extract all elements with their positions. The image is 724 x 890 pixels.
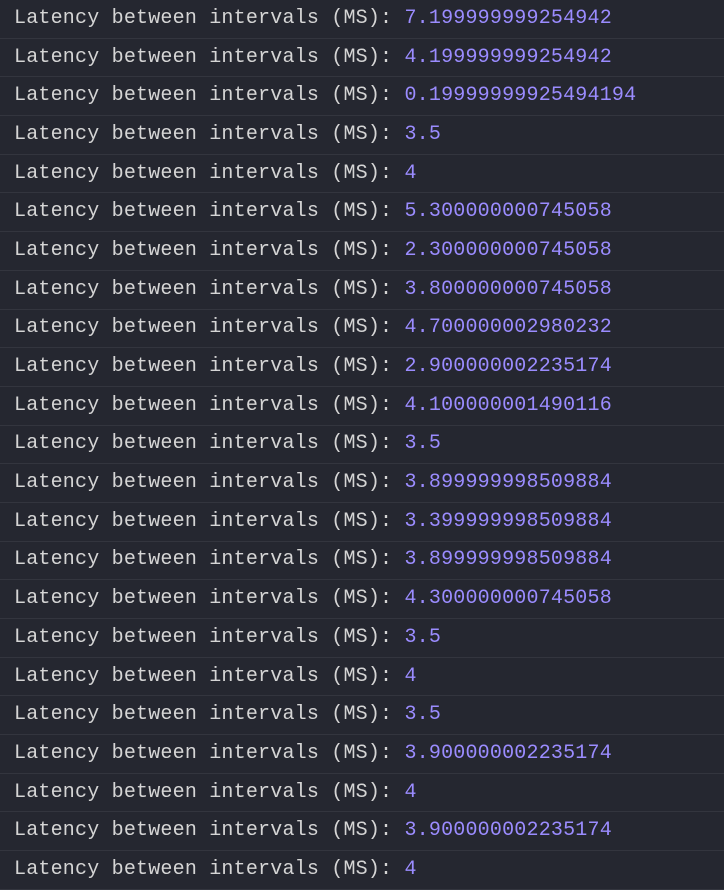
log-label: Latency between intervals (MS): [14,473,404,493]
log-value: 3.900000002235174 [404,821,611,841]
console-log-row[interactable]: Latency between intervals (MS): 2.900000… [0,348,724,387]
log-value: 3.5 [404,628,441,648]
log-label: Latency between intervals (MS): [14,821,404,841]
log-label: Latency between intervals (MS): [14,125,404,145]
log-label: Latency between intervals (MS): [14,357,404,377]
console-log-row[interactable]: Latency between intervals (MS): 3.900000… [0,812,724,851]
log-label: Latency between intervals (MS): [14,164,404,184]
console-log-row[interactable]: Latency between intervals (MS): 3.5 [0,426,724,465]
log-value: 5.300000000745058 [404,202,611,222]
console-log-row[interactable]: Latency between intervals (MS): 2.300000… [0,232,724,271]
log-label: Latency between intervals (MS): [14,202,404,222]
log-value: 3.5 [404,434,441,454]
console-log-row[interactable]: Latency between intervals (MS): 4 [0,658,724,697]
log-label: Latency between intervals (MS): [14,550,404,570]
log-value: 3.5 [404,125,441,145]
log-value: 0.19999999925494194 [404,86,636,106]
log-label: Latency between intervals (MS): [14,9,404,29]
console-log-row[interactable]: Latency between intervals (MS): 4 [0,774,724,813]
log-label: Latency between intervals (MS): [14,396,404,416]
log-value: 3.5 [404,705,441,725]
log-value: 4 [404,667,416,687]
console-log-row[interactable]: Latency between intervals (MS): 4.199999… [0,39,724,78]
console-log-row[interactable]: Latency between intervals (MS): 4 [0,851,724,890]
console-log-row[interactable]: Latency between intervals (MS): 5.300000… [0,193,724,232]
log-label: Latency between intervals (MS): [14,783,404,803]
console-log-row[interactable]: Latency between intervals (MS): 7.199999… [0,0,724,39]
console-log-row[interactable]: Latency between intervals (MS): 4.300000… [0,580,724,619]
console-log-row[interactable]: Latency between intervals (MS): 3.899999… [0,464,724,503]
log-value: 3.800000000745058 [404,280,611,300]
log-value: 4.300000000745058 [404,589,611,609]
console-log-row[interactable]: Latency between intervals (MS): 4.700000… [0,310,724,349]
log-value: 4 [404,164,416,184]
console-log-row[interactable]: Latency between intervals (MS): 3.5 [0,116,724,155]
log-value: 3.899999998509884 [404,473,611,493]
log-value: 3.399999998509884 [404,512,611,532]
log-label: Latency between intervals (MS): [14,589,404,609]
log-value: 3.899999998509884 [404,550,611,570]
log-label: Latency between intervals (MS): [14,241,404,261]
console-log-list: Latency between intervals (MS): 7.199999… [0,0,724,890]
console-log-row[interactable]: Latency between intervals (MS): 3.900000… [0,735,724,774]
log-value: 2.300000000745058 [404,241,611,261]
log-value: 4.100000001490116 [404,396,611,416]
console-log-row[interactable]: Latency between intervals (MS): 3.5 [0,696,724,735]
log-label: Latency between intervals (MS): [14,744,404,764]
log-label: Latency between intervals (MS): [14,48,404,68]
console-log-row[interactable]: Latency between intervals (MS): 3.399999… [0,503,724,542]
log-label: Latency between intervals (MS): [14,667,404,687]
log-label: Latency between intervals (MS): [14,86,404,106]
log-label: Latency between intervals (MS): [14,512,404,532]
console-log-row[interactable]: Latency between intervals (MS): 3.5 [0,619,724,658]
log-label: Latency between intervals (MS): [14,434,404,454]
log-value: 4 [404,783,416,803]
console-log-row[interactable]: Latency between intervals (MS): 4 [0,155,724,194]
log-value: 4.700000002980232 [404,318,611,338]
log-value: 4.199999999254942 [404,48,611,68]
log-label: Latency between intervals (MS): [14,860,404,880]
log-value: 3.900000002235174 [404,744,611,764]
log-value: 7.199999999254942 [404,9,611,29]
console-log-row[interactable]: Latency between intervals (MS): 3.800000… [0,271,724,310]
log-label: Latency between intervals (MS): [14,280,404,300]
log-value: 4 [404,860,416,880]
console-log-row[interactable]: Latency between intervals (MS): 0.199999… [0,77,724,116]
log-value: 2.900000002235174 [404,357,611,377]
console-log-row[interactable]: Latency between intervals (MS): 3.899999… [0,542,724,581]
console-log-row[interactable]: Latency between intervals (MS): 4.100000… [0,387,724,426]
log-label: Latency between intervals (MS): [14,318,404,338]
log-label: Latency between intervals (MS): [14,705,404,725]
log-label: Latency between intervals (MS): [14,628,404,648]
